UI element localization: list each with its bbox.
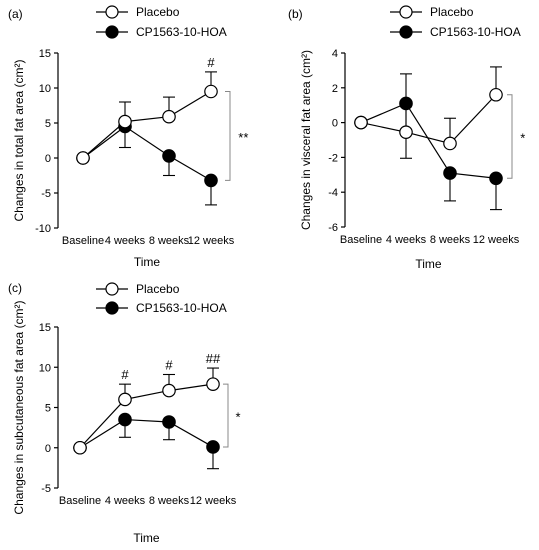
data-point-filled [162,149,176,163]
y-tick-label: -5 [41,188,51,200]
significance-mark: # [121,367,129,382]
chart-panel: (b) Placebo CP1563-10-HOA -6 -4 -2 0 2 4 Changes … [288,5,525,271]
y-axis-label: Changes in visceral fat area (cm²) [299,50,313,230]
x-tick-label: Baseline [59,495,101,507]
data-point-open [489,87,503,102]
x-tick-label: Baseline [340,234,382,246]
y-tick-label: 0 [45,443,51,455]
data-point-filled [118,412,132,427]
x-tick-label: 12 weeks [190,495,237,507]
bracket-label: * [235,410,240,425]
series-line [82,90,212,159]
data-point-filled [206,440,220,454]
significance-mark: # [207,55,215,70]
y-tick-label: -10 [35,223,51,235]
series-line [360,94,497,145]
y-tick-label: 10 [39,362,51,374]
series-line [82,125,212,181]
y-axis-label: Changes in subcutaneous fat area (cm²) [12,300,26,514]
legend-label: CP1563-10-HOA [430,25,521,39]
data-point-filled [443,166,457,180]
series-line [360,102,497,179]
panel-label: (c) [8,281,22,295]
data-point-open [118,392,132,407]
y-tick-label: 2 [332,83,338,95]
y-tick-label: -5 [41,483,51,495]
data-point-open [354,115,368,130]
legend-open-circle-marker [105,282,119,296]
legend-open-circle-marker [105,5,119,19]
data-point-open [162,383,176,398]
legend-label: CP1563-10-HOA [136,25,227,39]
legend-filled-circle-marker [399,25,413,39]
bracket-label: ** [238,130,248,145]
y-tick-label: 5 [45,118,51,130]
significance-mark: # [165,357,173,372]
data-point-open [73,440,87,455]
panel-label: (a) [8,7,23,21]
y-tick-label: 0 [45,153,51,165]
y-tick-label: 10 [39,83,51,95]
x-axis-label: Time [134,255,161,269]
data-point-open [204,84,218,99]
panel-label: (b) [288,7,303,21]
significance-bracket [507,94,513,179]
x-tick-label: 8 weeks [149,495,190,507]
y-tick-label: 4 [332,48,338,60]
significance-bracket [223,383,229,448]
legend-label: CP1563-10-HOA [136,301,227,315]
x-axis-label: Time [415,257,442,271]
data-point-filled [489,171,503,186]
x-tick-label: Baseline [62,235,104,247]
significance-bracket [225,91,231,181]
data-point-open [76,151,90,165]
data-point-filled [162,415,176,429]
data-point-open [206,377,220,391]
y-tick-label: -2 [328,152,338,164]
chart-panel: (a) Placebo CP1563-10-HOA -10 -5 0 5 10 15 Change… [8,5,248,269]
x-tick-label: 4 weeks [105,495,146,507]
x-tick-label: 12 weeks [473,234,520,246]
x-axis-label: Time [133,531,160,545]
y-axis-label: Changes in total fat area (cm²) [12,59,26,221]
x-tick-label: 4 weeks [386,234,427,246]
legend-filled-circle-marker [105,301,119,315]
y-tick-label: 15 [39,48,51,60]
x-tick-label: 8 weeks [149,235,190,247]
data-point-open [118,114,132,129]
y-tick-label: 5 [45,403,51,415]
legend-label: Placebo [136,282,180,296]
data-point-open [162,109,176,124]
x-tick-label: 8 weeks [430,234,471,246]
legend-label: Placebo [136,5,180,19]
y-tick-label: 15 [39,322,51,334]
y-tick-label: -4 [328,187,338,199]
bracket-label: * [520,131,525,146]
x-tick-label: 4 weeks [105,235,146,247]
data-point-filled [204,173,218,188]
legend-filled-circle-marker [105,25,119,39]
significance-mark: ## [206,351,221,366]
data-point-open [399,125,413,139]
x-tick-label: 12 weeks [188,235,235,247]
series-line [79,383,214,449]
data-point-filled [399,96,413,111]
series-line [79,418,214,449]
y-tick-label: -6 [328,222,338,234]
legend-label: Placebo [430,5,474,19]
legend-open-circle-marker [399,5,413,19]
chart-panel: (c) Placebo CP1563-10-HOA -5 0 5 10 15 Changes i… [8,281,241,545]
data-point-open [443,136,457,151]
y-tick-label: 0 [332,118,338,130]
